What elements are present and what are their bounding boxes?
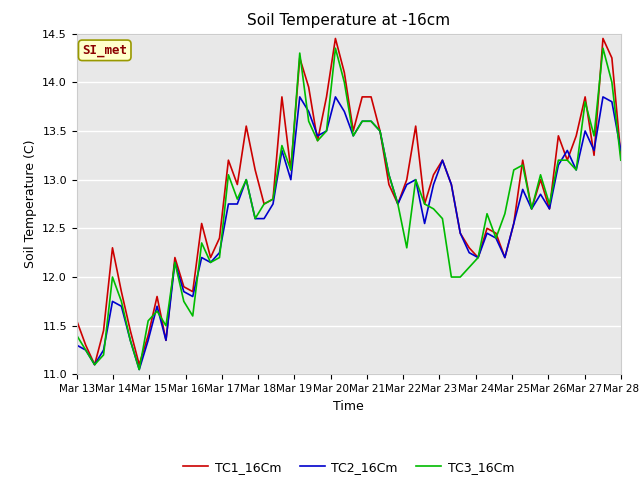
TC2_16Cm: [189, 294, 196, 300]
TC1_16Cm: [332, 36, 339, 41]
TC1_16Cm: [225, 157, 232, 163]
TC1_16Cm: [563, 157, 571, 163]
TC2_16Cm: [617, 147, 625, 153]
TC2_16Cm: [358, 119, 366, 124]
TC2_16Cm: [118, 303, 125, 309]
Line: TC3_16Cm: TC3_16Cm: [77, 48, 621, 370]
TC1_16Cm: [91, 362, 99, 368]
TC2_16Cm: [420, 221, 428, 227]
TC3_16Cm: [189, 313, 196, 319]
TC3_16Cm: [420, 201, 428, 207]
TC3_16Cm: [118, 299, 125, 304]
TC3_16Cm: [358, 119, 366, 124]
TC1_16Cm: [617, 153, 625, 158]
TC1_16Cm: [127, 328, 134, 334]
Title: Soil Temperature at -16cm: Soil Temperature at -16cm: [247, 13, 451, 28]
TC3_16Cm: [563, 157, 571, 163]
TC2_16Cm: [563, 147, 571, 153]
TC3_16Cm: [225, 172, 232, 178]
TC3_16Cm: [73, 333, 81, 338]
TC3_16Cm: [332, 45, 339, 51]
TC1_16Cm: [420, 201, 428, 207]
Text: SI_met: SI_met: [82, 44, 127, 57]
TC1_16Cm: [358, 94, 366, 100]
Line: TC2_16Cm: TC2_16Cm: [77, 97, 621, 370]
TC1_16Cm: [73, 318, 81, 324]
TC3_16Cm: [136, 367, 143, 372]
TC2_16Cm: [296, 94, 303, 100]
TC2_16Cm: [136, 367, 143, 372]
TC2_16Cm: [73, 342, 81, 348]
TC2_16Cm: [225, 201, 232, 207]
TC1_16Cm: [189, 289, 196, 295]
TC3_16Cm: [617, 157, 625, 163]
Y-axis label: Soil Temperature (C): Soil Temperature (C): [24, 140, 36, 268]
X-axis label: Time: Time: [333, 400, 364, 413]
Line: TC1_16Cm: TC1_16Cm: [77, 38, 621, 365]
Legend: TC1_16Cm, TC2_16Cm, TC3_16Cm: TC1_16Cm, TC2_16Cm, TC3_16Cm: [179, 456, 519, 479]
